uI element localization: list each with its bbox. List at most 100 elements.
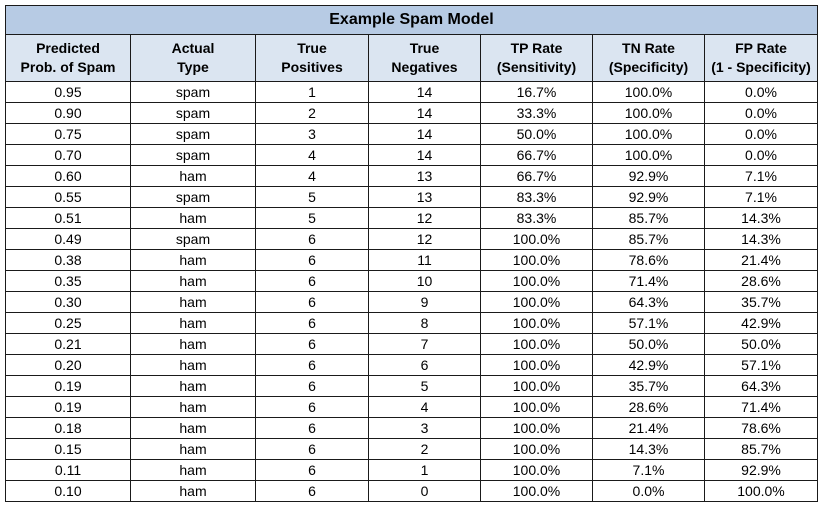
cell-true-positives: 5 [255, 186, 369, 208]
cell-tn-rate: 42.9% [592, 354, 705, 376]
cell-true-negatives: 3 [368, 417, 481, 439]
cell-true-positives: 6 [255, 291, 369, 313]
header-line: (1 - Specificity) [711, 59, 811, 75]
cell-true-positives: 6 [255, 480, 369, 502]
cell-true-negatives: 11 [368, 249, 481, 271]
cell-tn-rate: 14.3% [592, 438, 705, 460]
cell-fp-rate: 21.4% [703, 249, 819, 271]
cell-predicted-prob: 0.70 [5, 144, 131, 166]
table-row: 0.38 ham 6 11 100.0% 78.6% 21.4% [5, 249, 819, 271]
cell-fp-rate: 92.9% [703, 459, 819, 481]
table-body: 0.95 spam 1 14 16.7% 100.0% 0.0% 0.90 spam 2 14 33.… [5, 81, 819, 502]
header-line: (Specificity) [608, 59, 689, 75]
cell-actual-type: spam [130, 81, 256, 103]
cell-actual-type: spam [130, 144, 256, 166]
cell-tn-rate: 28.6% [592, 396, 705, 418]
cell-actual-type: ham [130, 459, 256, 481]
cell-true-positives: 6 [255, 459, 369, 481]
cell-tp-rate: 100.0% [480, 333, 593, 355]
column-header-tp-rate: TP Rate (Sensitivity) [480, 34, 593, 82]
header-line: Actual [171, 40, 215, 56]
table-title: Example Spam Model [4, 5, 819, 35]
table-row: 0.55 spam 5 13 83.3% 92.9% 7.1% [5, 186, 819, 208]
cell-actual-type: ham [130, 249, 256, 271]
cell-fp-rate: 57.1% [703, 354, 819, 376]
cell-tp-rate: 100.0% [480, 228, 593, 250]
table-row: 0.30 ham 6 9 100.0% 64.3% 35.7% [5, 291, 819, 313]
cell-actual-type: ham [130, 438, 256, 460]
cell-fp-rate: 14.3% [703, 228, 819, 250]
cell-true-positives: 6 [255, 396, 369, 418]
header-line: Prob. of Spam [20, 59, 116, 75]
cell-true-negatives: 14 [368, 123, 481, 145]
cell-actual-type: ham [130, 354, 256, 376]
cell-true-positives: 6 [255, 249, 369, 271]
column-header-true-positives: True Positives [255, 34, 369, 82]
table-row: 0.20 ham 6 6 100.0% 42.9% 57.1% [5, 354, 819, 376]
cell-fp-rate: 0.0% [703, 81, 819, 103]
cell-tp-rate: 100.0% [480, 270, 593, 292]
cell-true-positives: 2 [255, 102, 369, 124]
cell-actual-type: ham [130, 396, 256, 418]
cell-actual-type: spam [130, 186, 256, 208]
header-line: FP Rate [735, 40, 787, 56]
cell-tp-rate: 100.0% [480, 375, 593, 397]
column-header-tn-rate: TN Rate (Specificity) [592, 34, 705, 82]
cell-true-positives: 6 [255, 333, 369, 355]
cell-actual-type: ham [130, 207, 256, 229]
cell-tp-rate: 100.0% [480, 291, 593, 313]
cell-tn-rate: 35.7% [592, 375, 705, 397]
cell-tn-rate: 92.9% [592, 165, 705, 187]
cell-predicted-prob: 0.90 [5, 102, 131, 124]
cell-true-negatives: 9 [368, 291, 481, 313]
cell-true-positives: 6 [255, 228, 369, 250]
cell-tn-rate: 57.1% [592, 312, 705, 334]
cell-true-negatives: 13 [368, 186, 481, 208]
cell-tn-rate: 100.0% [592, 81, 705, 103]
table-row: 0.19 ham 6 4 100.0% 28.6% 71.4% [5, 396, 819, 418]
cell-fp-rate: 7.1% [703, 186, 819, 208]
cell-predicted-prob: 0.10 [5, 480, 131, 502]
cell-predicted-prob: 0.25 [5, 312, 131, 334]
table-row: 0.21 ham 6 7 100.0% 50.0% 50.0% [5, 333, 819, 355]
cell-predicted-prob: 0.55 [5, 186, 131, 208]
table-row: 0.90 spam 2 14 33.3% 100.0% 0.0% [5, 102, 819, 124]
cell-tp-rate: 83.3% [480, 207, 593, 229]
cell-actual-type: spam [130, 123, 256, 145]
cell-actual-type: ham [130, 270, 256, 292]
cell-true-negatives: 14 [368, 81, 481, 103]
cell-true-negatives: 12 [368, 207, 481, 229]
cell-tp-rate: 50.0% [480, 123, 593, 145]
cell-predicted-prob: 0.11 [5, 459, 131, 481]
table-row: 0.25 ham 6 8 100.0% 57.1% 42.9% [5, 312, 819, 334]
cell-actual-type: spam [130, 102, 256, 124]
header-line: Positives [281, 59, 343, 75]
cell-tn-rate: 7.1% [592, 459, 705, 481]
cell-predicted-prob: 0.95 [5, 81, 131, 103]
cell-true-positives: 3 [255, 123, 369, 145]
cell-true-negatives: 8 [368, 312, 481, 334]
cell-actual-type: spam [130, 228, 256, 250]
cell-fp-rate: 14.3% [703, 207, 819, 229]
cell-actual-type: ham [130, 375, 256, 397]
cell-fp-rate: 0.0% [703, 123, 819, 145]
cell-true-negatives: 14 [368, 102, 481, 124]
cell-true-negatives: 6 [368, 354, 481, 376]
table-row: 0.18 ham 6 3 100.0% 21.4% 78.6% [5, 417, 819, 439]
cell-predicted-prob: 0.15 [5, 438, 131, 460]
cell-true-positives: 6 [255, 438, 369, 460]
cell-fp-rate: 50.0% [703, 333, 819, 355]
cell-true-positives: 1 [255, 81, 369, 103]
cell-fp-rate: 35.7% [703, 291, 819, 313]
cell-fp-rate: 64.3% [703, 375, 819, 397]
cell-true-positives: 6 [255, 312, 369, 334]
cell-tp-rate: 66.7% [480, 144, 593, 166]
cell-true-negatives: 4 [368, 396, 481, 418]
cell-fp-rate: 85.7% [703, 438, 819, 460]
cell-true-negatives: 1 [368, 459, 481, 481]
table-row: 0.35 ham 6 10 100.0% 71.4% 28.6% [5, 270, 819, 292]
cell-true-negatives: 10 [368, 270, 481, 292]
header-line: TP Rate [510, 40, 563, 56]
cell-fp-rate: 42.9% [703, 312, 819, 334]
cell-predicted-prob: 0.19 [5, 396, 131, 418]
